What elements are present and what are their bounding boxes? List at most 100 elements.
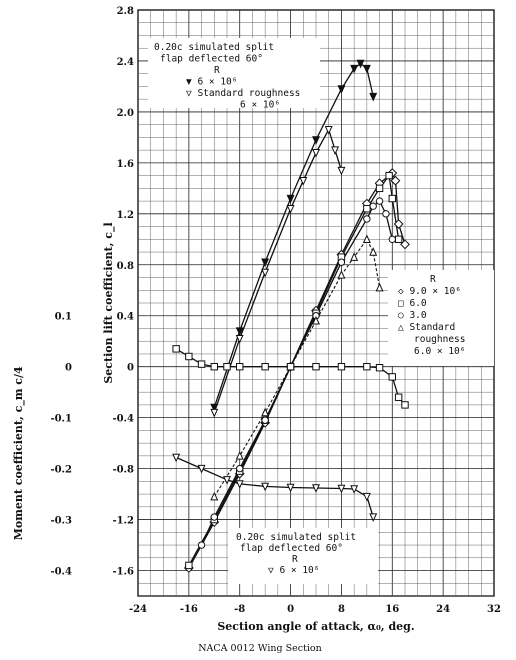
data-point-triangle-down: [197, 464, 206, 474]
legend-line: □ 6.0: [398, 298, 427, 309]
legend-line: R: [430, 274, 436, 285]
flap-bottom-line: ▽ 6 × 10⁶: [268, 565, 319, 576]
lift-tick-label: -1.2: [112, 516, 134, 527]
flap-legend-top: 0.20c simulated split flap deflected 60°…: [154, 42, 300, 111]
data-point-triangle-down: [337, 484, 346, 494]
data-point-circle: [337, 258, 346, 266]
data-point-square: [197, 360, 206, 368]
data-point-square: [185, 352, 193, 361]
data-point-triangle-down-filled: [210, 403, 219, 413]
lift-axis-label: Section lift coefficient, c_l: [102, 222, 116, 383]
x-tick-label: 0: [287, 604, 294, 615]
data-point-triangle: [210, 491, 219, 501]
lift-tick-label: -0.8: [112, 465, 134, 476]
data-point-triangle-down: [312, 148, 320, 158]
data-point-triangle-down-filled: [356, 59, 365, 69]
lift-tick-label: 2.4: [117, 57, 134, 68]
data-point-square: [172, 345, 180, 353]
data-point-triangle-down: [261, 482, 270, 492]
lift-tick-label: -1.6: [112, 567, 134, 578]
data-point-circle: [369, 202, 377, 210]
moment-tick-label: -0.1: [50, 414, 72, 425]
reynolds-legend: R ◇ 9.0 × 10⁶ □ 6.0 ○ 3.0 △ Standard rou…: [398, 274, 465, 357]
flap-top-background: [148, 38, 320, 108]
data-point-triangle-down-filled: [235, 327, 244, 336]
data-point-triangle-down: [235, 480, 244, 489]
data-point-circle: [261, 416, 269, 424]
data-point-triangle: [312, 315, 320, 325]
data-point-triangle-down: [261, 268, 270, 278]
x-tick-label: 32: [487, 604, 501, 615]
data-point-triangle-down-filled: [286, 194, 295, 204]
data-point-circle: [197, 541, 206, 549]
data-point-triangle-down: [235, 334, 244, 344]
data-point-square: [337, 362, 346, 371]
data-point-square: [210, 362, 218, 371]
data-point-square: [363, 205, 371, 213]
flap-bottom-background: [228, 528, 378, 584]
x-axis-label: Section angle of attack, α₀, deg.: [217, 620, 414, 633]
data-point-square: [223, 362, 231, 371]
data-point-circle: [375, 197, 384, 205]
data-point-square: [385, 171, 393, 180]
data-point-circle: [210, 513, 218, 521]
x-tick-label: 16: [385, 604, 399, 615]
data-point-circle: [236, 464, 244, 473]
data-point-square: [236, 362, 244, 371]
data-point-triangle: [337, 270, 346, 279]
data-point-triangle-down: [172, 453, 181, 463]
data-point-square: [375, 364, 384, 372]
data-point-triangle-down: [286, 205, 295, 214]
data-point-triangle-down: [362, 492, 371, 502]
data-point-triangle-down: [312, 484, 320, 493]
data-point-circle: [388, 235, 396, 244]
data-point-triangle: [362, 234, 371, 244]
lift-tick-label: -0.4: [112, 414, 134, 425]
flap-top-line: R: [214, 65, 220, 76]
data-point-square: [312, 362, 320, 371]
legend-line: roughness: [414, 334, 465, 345]
x-tick-label: 24: [436, 604, 450, 615]
flap-top-line: flap deflected 60°: [160, 54, 263, 65]
data-point-triangle-down: [369, 513, 378, 522]
moment-tick-label: 0: [65, 363, 72, 374]
data-point-square: [363, 362, 371, 371]
moment-tick-label: -0.3: [50, 516, 72, 527]
data-point-triangle-down: [337, 166, 346, 176]
data-point-square: [388, 194, 396, 203]
legend-line: ○ 3.0: [398, 310, 427, 321]
x-tick-label: 8: [338, 604, 345, 615]
moment-axis-label: Moment coefficient, c_m c/4: [12, 366, 26, 540]
data-point-triangle: [350, 252, 359, 261]
flap-bottom-line: R: [292, 554, 298, 565]
data-point-triangle-down: [331, 146, 340, 156]
data-point-square: [185, 561, 193, 570]
figure-caption: NACA 0012 Wing Section: [198, 643, 322, 654]
data-point-circle: [382, 210, 390, 218]
data-point-triangle-down-filled: [350, 64, 359, 74]
data-point-triangle-down-filled: [369, 92, 378, 102]
data-point-triangle-down: [210, 408, 219, 418]
data-point-triangle: [369, 247, 378, 256]
flap-legend-bottom: 0.20c simulated split flap deflected 60°…: [236, 532, 356, 576]
data-point-triangle-down: [350, 485, 359, 494]
x-tick-label: -16: [180, 604, 198, 615]
chart-tick-labels: -24 -16 -8 0 8 16 24 32 -1.6 -1.2 -0.8 -0.4 0 0.4 0.8 1…: [50, 6, 501, 615]
data-point-square: [388, 373, 396, 381]
data-point-triangle-down-filled: [362, 64, 371, 74]
data-point-triangle-down: [324, 126, 333, 135]
data-point-triangle-down-filled: [261, 258, 270, 268]
series-line: [213, 238, 381, 497]
data-point-triangle-down: [299, 177, 308, 186]
series-line: [188, 173, 400, 566]
flap-bottom-line: 0.20c simulated split: [236, 532, 356, 543]
data-point-circle: [363, 215, 371, 223]
legend-line: 6.0 × 10⁶: [414, 346, 465, 357]
data-point-square: [375, 184, 384, 193]
data-point-triangle-down-filled: [337, 85, 346, 94]
flap-top-line: ▼ 6 × 10⁶: [186, 77, 237, 88]
moment-tick-label: -0.4: [50, 567, 72, 578]
moment-tick-label: 0.1: [55, 312, 72, 323]
data-point-triangle-down-filled: [312, 136, 320, 145]
